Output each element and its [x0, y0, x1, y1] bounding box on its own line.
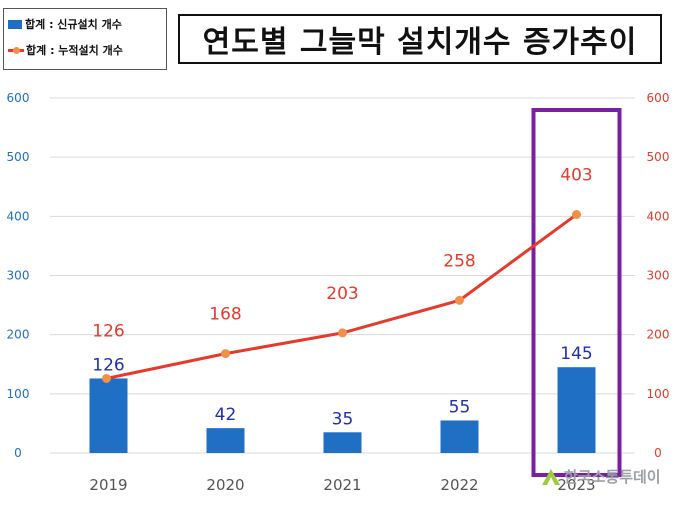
legend-item-new: 합계 : 신규설치 개수	[8, 13, 162, 35]
x-tick-label: 2021	[323, 476, 361, 494]
bar	[323, 432, 362, 453]
bar-data-label: 42	[215, 405, 237, 425]
chart-title-box: 연도별 그늘막 설치개수 증가추이	[178, 14, 662, 64]
bar-data-label: 126	[92, 355, 124, 375]
line-data-label: 203	[326, 284, 358, 304]
x-tick-label: 2022	[440, 476, 478, 494]
y-tick-label-right: 400	[647, 209, 670, 223]
line-point	[338, 328, 347, 338]
y-tick-label-left: 400	[7, 209, 30, 223]
line-data-label: 126	[92, 321, 124, 341]
y-tick-label-left: 600	[7, 91, 30, 105]
line-point	[221, 349, 230, 359]
line-point	[102, 373, 111, 383]
y-tick-label-right: 200	[647, 328, 670, 342]
x-tick-label: 2019	[89, 476, 127, 494]
legend-label-cumulative: 합계 : 누적설치 개수	[26, 44, 123, 57]
line-data-label: 258	[443, 251, 475, 271]
watermark-logo-icon	[542, 469, 560, 485]
watermark: 한국소통투데이	[540, 465, 661, 487]
bar-data-label: 145	[560, 344, 592, 364]
bar-swatch	[8, 19, 22, 29]
y-tick-label-left: 200	[7, 328, 30, 342]
line-data-label: 403	[560, 166, 592, 186]
y-tick-label-right: 0	[654, 446, 662, 460]
line-point	[572, 210, 581, 220]
bar	[206, 428, 245, 453]
bar	[557, 367, 596, 453]
y-tick-label-left: 0	[14, 446, 22, 460]
legend-label-new: 합계 : 신규설치 개수	[25, 18, 122, 31]
legend-item-cumulative: 합계 : 누적설치 개수	[8, 39, 162, 61]
line-swatch	[8, 44, 24, 56]
y-tick-label-right: 600	[647, 91, 670, 105]
x-tick-label: 2023	[557, 476, 595, 494]
highlight-box	[531, 108, 622, 477]
y-tick-label-left: 500	[7, 150, 30, 164]
y-tick-label-left: 100	[7, 387, 30, 401]
line-point	[455, 295, 464, 305]
bar-data-label: 35	[332, 409, 354, 429]
bar	[89, 378, 128, 453]
chart-title: 연도별 그늘막 설치개수 증가추이	[202, 25, 638, 60]
y-tick-label-right: 500	[647, 150, 670, 164]
bar-data-label: 55	[449, 397, 471, 417]
line-data-label: 168	[209, 305, 241, 325]
y-tick-label-left: 300	[7, 269, 30, 283]
watermark-text: 한국소통투데이	[564, 467, 661, 486]
y-tick-label-right: 300	[647, 269, 670, 283]
y-tick-label-right: 100	[647, 387, 670, 401]
legend: 합계 : 신규설치 개수 합계 : 누적설치 개수	[3, 8, 167, 70]
bar	[440, 420, 479, 453]
x-tick-label: 2020	[206, 476, 244, 494]
